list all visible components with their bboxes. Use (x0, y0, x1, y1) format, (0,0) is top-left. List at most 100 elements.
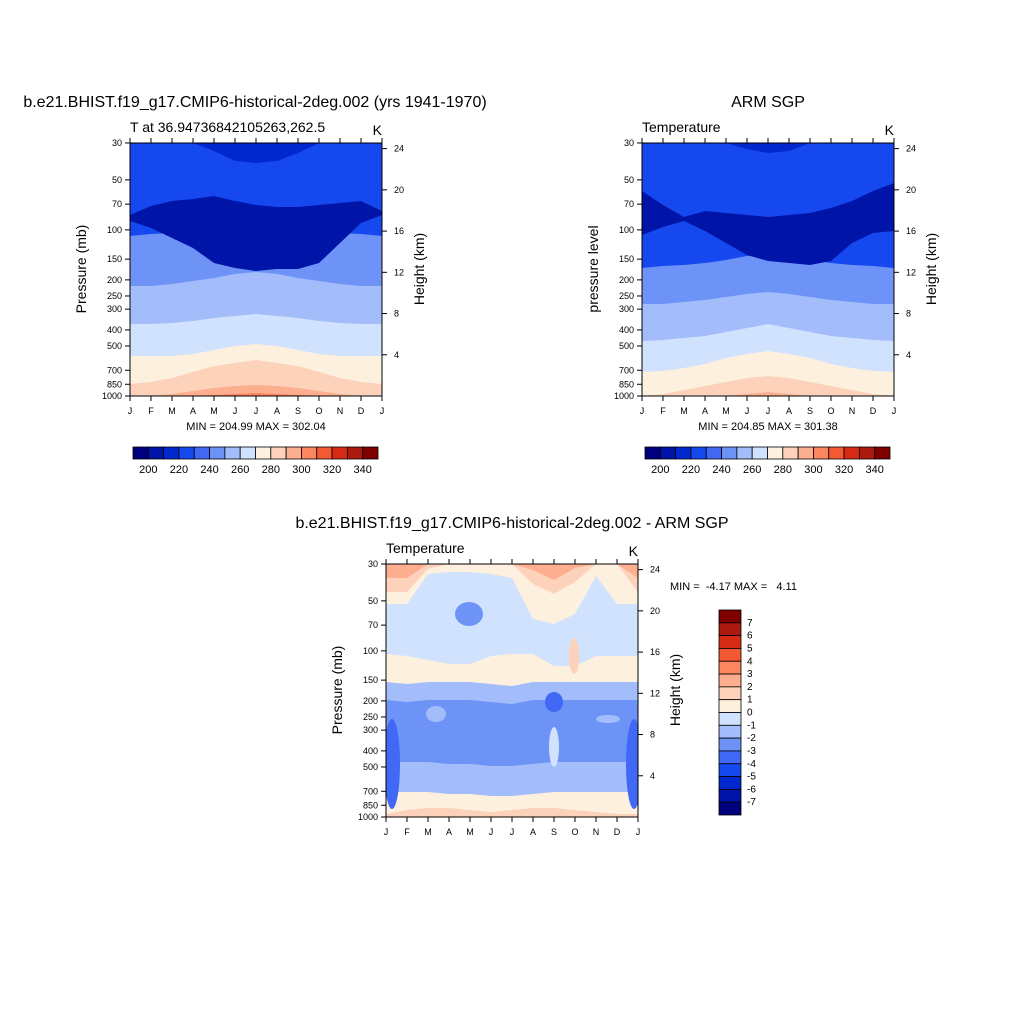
model-colorbar-label: 320 (323, 464, 341, 476)
diff-colorbar-label: -6 (747, 784, 756, 795)
model-ytick-label: 500 (107, 341, 122, 351)
model-ytick-label: 50 (112, 175, 122, 185)
obs-colorbar-swatch (828, 446, 845, 460)
diff-colorbar-label: 0 (747, 708, 753, 719)
model-ytick-label: 70 (112, 199, 122, 209)
obs-colorbar-swatch (767, 446, 784, 460)
obs-stats: MIN = 204.85 MAX = 301.38 (698, 421, 837, 433)
diff-contour-spot (549, 727, 559, 767)
diff-stats: MIN = -4.17 MAX = 4.11 (670, 581, 797, 593)
diff-colorbar-swatch (718, 648, 742, 662)
model-colorbar-swatch (316, 446, 333, 460)
diff-right-string: K (629, 543, 639, 559)
obs-colorbar-swatch (843, 446, 860, 460)
obs-ytick-label: 700 (619, 365, 634, 375)
model-upper-region (130, 143, 382, 163)
obs-ytick-label: 30 (624, 138, 634, 148)
diff-xtick-label: J (489, 827, 494, 837)
obs-ytick-label: 200 (619, 275, 634, 285)
model-colorbar-label: 240 (200, 464, 218, 476)
obs-colorbar-label: 260 (743, 464, 761, 476)
diff-contour-spot (455, 602, 483, 626)
diff-colorbar-swatch (718, 673, 742, 688)
obs-colorbar-swatch (659, 446, 677, 460)
obs-xtick-label: J (745, 406, 750, 416)
diff-contour-area (386, 564, 638, 817)
model-colorbar-label: 280 (262, 464, 280, 476)
model-colorbar-swatch (255, 446, 272, 460)
obs-colorbar-swatch (751, 446, 768, 460)
obs-ytick-label: 1000 (614, 391, 634, 401)
model-height-label: 24 (394, 144, 404, 154)
obs-ytick-label: 500 (619, 341, 634, 351)
model-xtick-label: J (254, 406, 259, 416)
obs-ytick-label: 250 (619, 291, 634, 301)
model-colorbar-label: 340 (354, 464, 372, 476)
diff-ytick-label: 150 (363, 675, 378, 685)
diff-xtick-label: J (384, 827, 389, 837)
model-xtick-label: D (358, 406, 365, 416)
diff-ytick-label: 400 (363, 746, 378, 756)
model-title: b.e21.BHIST.f19_g17.CMIP6-historical-2de… (23, 94, 486, 111)
model-ytick-label: 100 (107, 225, 122, 235)
obs-ytick-label: 850 (619, 379, 634, 389)
diff-colorbar-label: 5 (747, 643, 753, 654)
diff-contour-spot (545, 692, 563, 712)
obs-colorbar-swatch (782, 446, 799, 460)
model-xtick-label: J (380, 406, 385, 416)
model-height-label: 12 (394, 267, 404, 277)
model-contour-band (130, 360, 382, 396)
model-colorbar-swatch (193, 446, 210, 460)
diff-xtick-label: A (446, 827, 452, 837)
model-right-string: K (373, 122, 383, 138)
model-colorbar-swatch (224, 446, 241, 460)
diff-ytick-label: 250 (363, 712, 378, 722)
diff-colorbar-swatch (718, 776, 742, 790)
obs-colorbar-swatch (675, 446, 692, 460)
diff-contour-spot (569, 638, 579, 674)
model-ytick-label: 850 (107, 379, 122, 389)
obs-ytick-label: 100 (619, 225, 634, 235)
obs-colorbar-swatch (858, 446, 876, 460)
model-tropopause-region (130, 196, 382, 271)
diff-colorbar-swatch (718, 686, 742, 701)
obs-xtick-label: D (870, 406, 877, 416)
diff-panel: b.e21.BHIST.f19_g17.CMIP6-historical-2de… (295, 515, 797, 837)
model-colorbar-swatch (178, 446, 195, 460)
obs-height-label: 8 (906, 309, 911, 319)
diff-warm-top-strong (386, 564, 638, 580)
obs-xtick-label: M (680, 406, 688, 416)
model-colorbar-swatch (285, 446, 302, 460)
model-colorbar-swatch (346, 446, 364, 460)
model-left-string: T at 36.94736842105263,262.5 (130, 119, 325, 135)
obs-left-string: Temperature (642, 119, 721, 135)
obs-colorbar-label: 320 (835, 464, 853, 476)
diff-xtick-label: F (404, 827, 410, 837)
model-xtick-label: M (168, 406, 176, 416)
model-colorbar-swatch (301, 446, 318, 460)
model-contour-band (130, 393, 382, 396)
diff-ytick-label: 700 (363, 786, 378, 796)
obs-colorbar-label: 280 (774, 464, 792, 476)
diff-colorbar-label: -2 (747, 733, 756, 744)
model-ylabel: Pressure (mb) (73, 225, 89, 314)
model-colorbar-swatch (163, 446, 180, 460)
diff-colorbar-label: -7 (747, 797, 756, 808)
obs-colorbar-label: 200 (651, 464, 669, 476)
diff-colorbar-label: 7 (747, 618, 753, 629)
diff-ytick-label: 30 (368, 559, 378, 569)
model-ytick-label: 400 (107, 325, 122, 335)
obs-tropopause-region (642, 183, 894, 265)
model-colorbar-swatch (239, 446, 256, 460)
diff-colorbar-swatch (718, 699, 742, 713)
obs-title: ARM SGP (731, 94, 805, 111)
diff-colorbar-label: 3 (747, 669, 753, 680)
diff-xtick-label: N (593, 827, 600, 837)
obs-xtick-label: N (849, 406, 856, 416)
model-ytick-label: 30 (112, 138, 122, 148)
obs-xtick-label: F (660, 406, 666, 416)
model-ytick-label: 150 (107, 254, 122, 264)
diff-cool-edge (626, 719, 638, 809)
diff-ytick-label: 100 (363, 646, 378, 656)
